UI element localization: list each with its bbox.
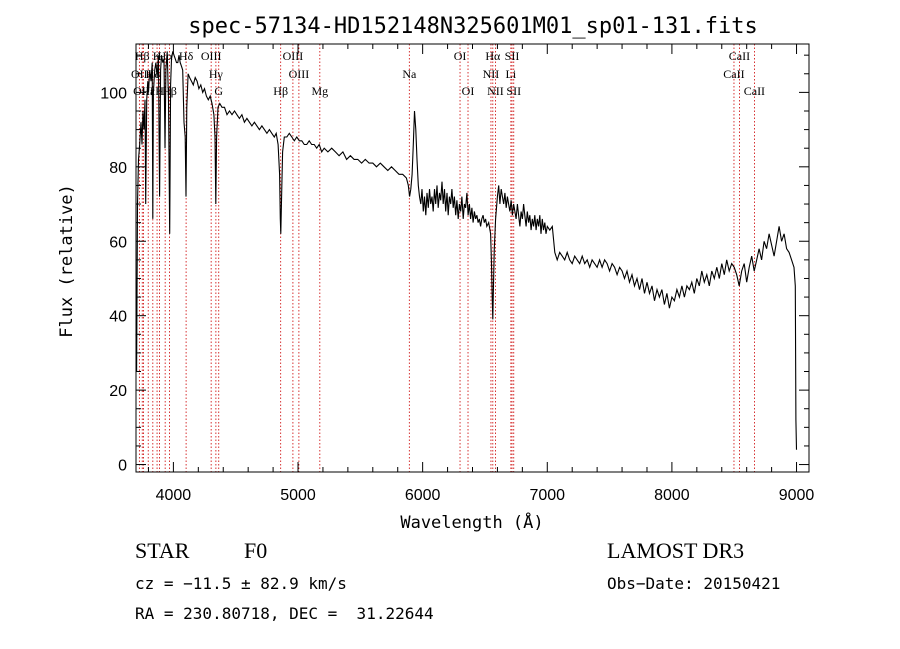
- line-label-24: Li: [506, 67, 517, 81]
- line-label-15: OIII: [289, 67, 310, 81]
- line-label-6: H: [155, 84, 164, 98]
- object-subclass: F0: [244, 538, 268, 563]
- line-label-9: Hδ: [179, 49, 194, 63]
- survey-name: LAMOST DR3: [607, 538, 745, 563]
- line-label-0: Hβ: [135, 49, 150, 63]
- line-label-13: Hβ: [273, 84, 288, 98]
- line-markers: [138, 44, 755, 472]
- line-label-25: SII: [506, 84, 521, 98]
- chart-title: spec-57134-HD152148N325601M01_sp01-131.f…: [188, 14, 758, 39]
- line-label-27: CaII: [723, 67, 744, 81]
- line-label-18: OI: [454, 49, 467, 63]
- y-tick-label: 60: [109, 234, 127, 251]
- line-label-26: CaII: [729, 49, 750, 63]
- line-label-12: G: [214, 84, 223, 98]
- line-label-10: OIII: [201, 49, 222, 63]
- line-label-11: Hγ: [209, 67, 224, 81]
- y-tick-label: 100: [100, 85, 127, 102]
- line-label-16: Mg: [311, 84, 328, 98]
- line-label-22: NII: [487, 84, 504, 98]
- x-axis: 4000 5000 6000 7000 8000 9000: [147, 44, 815, 504]
- coordinates: RA = 230.80718, DEC = 31.22644: [135, 604, 434, 623]
- line-label-19: OI: [462, 84, 475, 98]
- y-axis-label: Flux (relative): [57, 184, 77, 338]
- line-label-17: Na: [402, 67, 417, 81]
- y-axis: 0 20 40 60 80 100: [100, 54, 809, 475]
- y-tick-label: 40: [109, 309, 127, 326]
- line-label-5: K: [153, 49, 162, 63]
- x-tick-label: 7000: [529, 487, 565, 504]
- x-tick-label: 8000: [654, 487, 690, 504]
- y-tick-label: 20: [109, 383, 127, 400]
- observation-date: Obs−Date: 20150421: [607, 574, 781, 593]
- x-tick-label: 9000: [779, 487, 815, 504]
- line-label-14: OIII: [283, 49, 304, 63]
- x-tick-label: 5000: [280, 487, 316, 504]
- line-label-23: SII: [505, 49, 520, 63]
- redshift-velocity: cz = −11.5 ± 82.9 km/s: [135, 574, 347, 593]
- plot-frame: [135, 43, 810, 473]
- spectrum-line: [135, 51, 798, 450]
- line-label-21: NII: [483, 67, 500, 81]
- line-label-20: Hα: [485, 49, 501, 63]
- x-tick-label: 4000: [156, 487, 192, 504]
- y-tick-label: 0: [118, 458, 127, 475]
- object-class: STAR: [135, 538, 190, 563]
- line-label-28: CaII: [744, 84, 765, 98]
- y-tick-label: 80: [109, 160, 127, 177]
- x-axis-label: Wavelength (Å): [400, 511, 543, 533]
- x-tick-label: 6000: [405, 487, 441, 504]
